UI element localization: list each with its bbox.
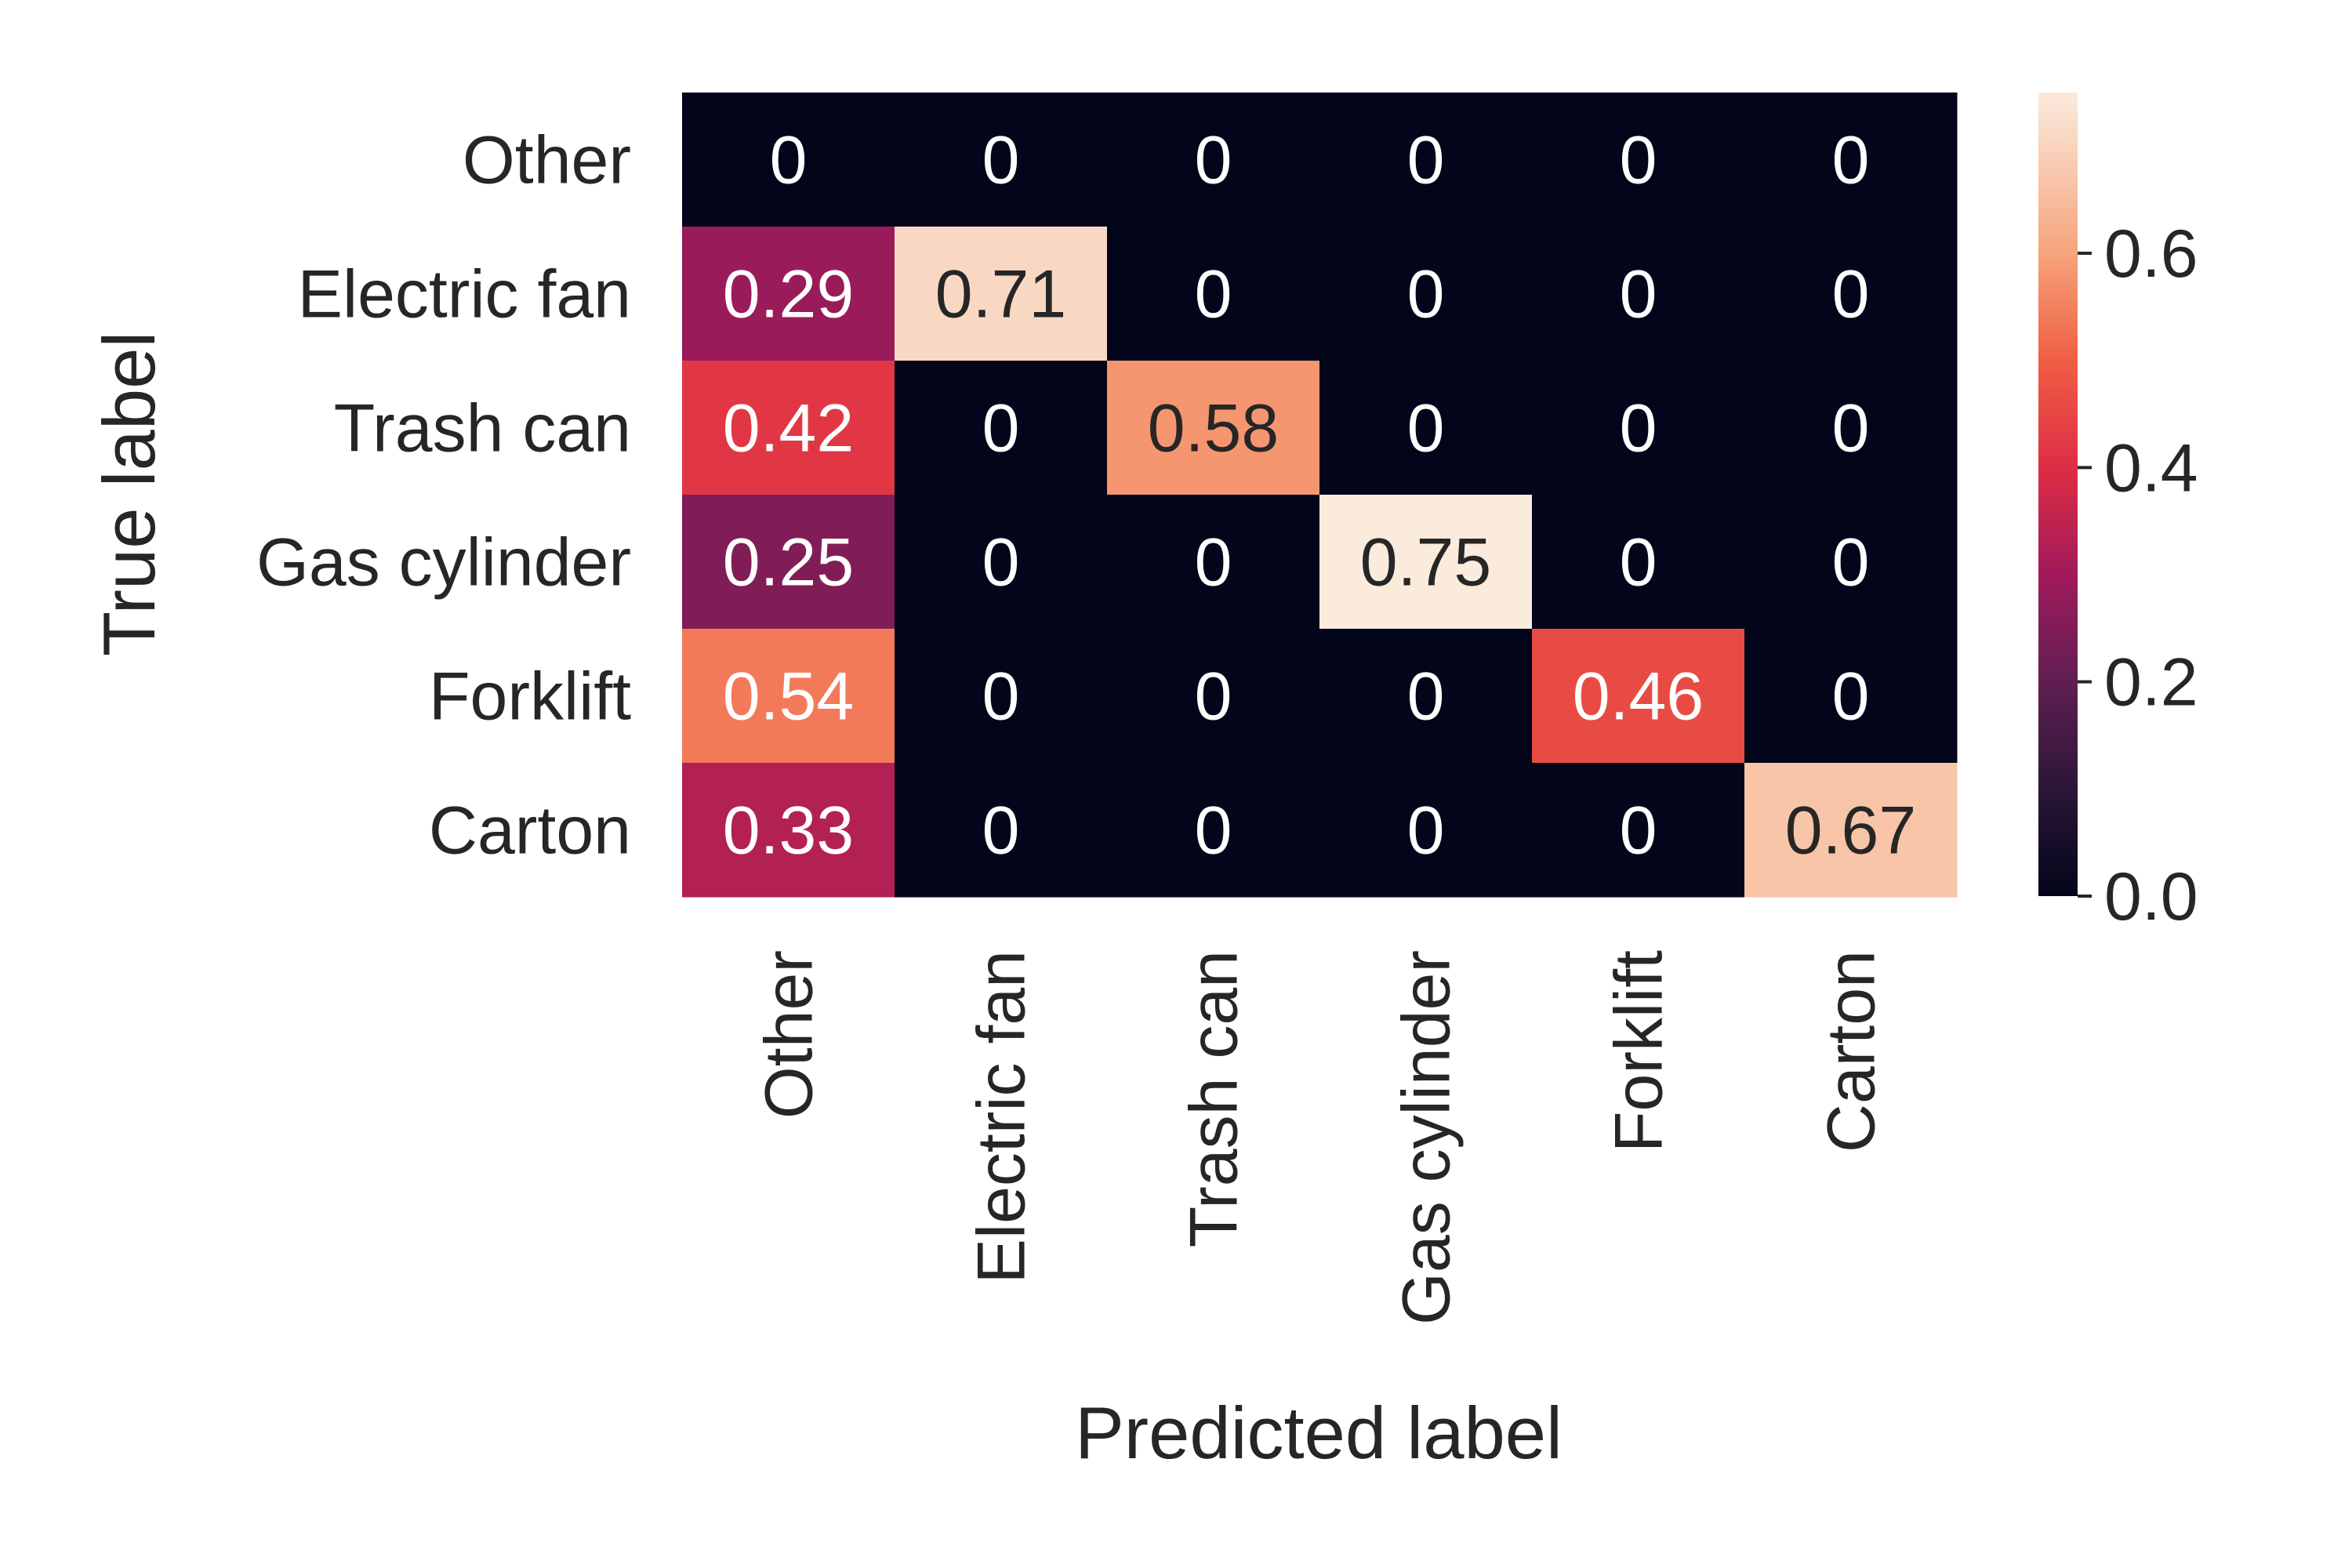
heatmap-cell-r0-c4 [1532,93,1745,227]
x-tick-label: Other [752,950,827,1119]
x-tick-label: Electric fan [964,950,1040,1283]
heatmap-cell-r2-c0 [682,361,895,495]
heatmap-cell-r1-c2 [1107,227,1320,361]
cell-value-label: 0 [1832,123,1870,198]
heatmap-cell-r2-c5 [1744,361,1958,495]
y-axis-title: True label [88,332,170,657]
cell-value-label: 0 [1832,391,1870,466]
colorbar-ticks: 0.0 0.2 0.4 0.6 [2078,216,2198,935]
cell-value-label: 0 [1832,525,1870,601]
cell-value-label: 0.67 [1785,793,1916,869]
colorbar-tick-label: 0.2 [2104,645,2198,720]
heatmap-cell-r3-c4 [1532,495,1745,630]
heatmap-cell-r4-c5 [1744,629,1958,764]
cell-value-label: 0 [1620,793,1657,869]
heatmap-cell-r2-c2 [1107,361,1320,495]
heatmap-cell-r2-c4 [1532,361,1745,495]
colorbar-tick-label: 0.0 [2104,859,2198,935]
heatmap-cell-r0-c5 [1744,93,1958,227]
cell-value-label: 0 [1407,391,1445,466]
cell-value-label: 0.46 [1573,659,1704,735]
heatmap-cell-r5-c1 [895,763,1108,898]
heatmap-cell-r3-c3 [1319,495,1533,630]
cell-value-label: 0 [1195,257,1232,332]
cell-value-label: 0.25 [723,525,854,601]
heatmap-cell-r5-c0 [682,763,895,898]
cell-value-label: 0.33 [723,793,854,869]
x-tick-label: Gas cylinder [1389,950,1465,1325]
y-tick-label: Other [463,123,631,198]
y-tick-label: Electric fan [298,257,631,332]
heatmap-cell-r5-c4 [1532,763,1745,898]
cell-value-label: 0.75 [1360,525,1491,601]
cell-value-label: 0 [1620,257,1657,332]
heatmap-cells [682,93,1958,898]
heatmap-cell-r1-c3 [1319,227,1533,361]
heatmap-cell-r4-c2 [1107,629,1320,764]
y-axis-tick-labels: Other Electric fan Trash can Gas cylinder Fo… [256,123,631,869]
heatmap-cell-labels: 0 0 0 0 0 0 0.29 0.71 0 0 0 0 0.42 0 0.58 0 0 0 0.25 0 0 0.75… [723,123,1916,869]
cell-value-label: 0 [1407,123,1445,198]
heatmap-cell-r1-c4 [1532,227,1745,361]
x-axis-tick-labels: Other Electric fan Trash can Gas cylinder Fo… [752,950,1889,1325]
y-tick-label: Gas cylinder [256,525,631,601]
colorbar [2038,93,2078,896]
cell-value-label: 0.71 [935,257,1066,332]
cell-value-label: 0 [1620,123,1657,198]
y-tick-label: Trash can [334,391,631,466]
cell-value-label: 0 [1195,123,1232,198]
x-tick-label: Trash can [1177,950,1252,1247]
cell-value-label: 0 [1832,659,1870,735]
cell-value-label: 0.54 [723,659,854,735]
cell-value-label: 0 [1195,659,1232,735]
heatmap-cell-r2-c3 [1319,361,1533,495]
y-tick-label: Forklift [429,659,631,735]
colorbar-tick-label: 0.6 [2104,216,2198,292]
heatmap-cell-r3-c5 [1744,495,1958,630]
heatmap-cell-r1-c5 [1744,227,1958,361]
cell-value-label: 0 [1195,525,1232,601]
cell-value-label: 0.42 [723,391,854,466]
cell-value-label: 0 [1620,525,1657,601]
heatmap-cell-r5-c2 [1107,763,1320,898]
heatmap-cell-r2-c1 [895,361,1108,495]
cell-value-label: 0.58 [1148,391,1279,466]
cell-value-label: 0 [1407,659,1445,735]
heatmap-cell-r3-c2 [1107,495,1320,630]
heatmap-cell-r0-c0 [682,93,895,227]
cell-value-label: 0 [770,123,808,198]
heatmap-cell-r4-c0 [682,629,895,764]
heatmap-cell-r0-c3 [1319,93,1533,227]
heatmap-cell-r5-c5 [1744,763,1958,898]
heatmap-cell-r0-c2 [1107,93,1320,227]
heatmap-cell-r4-c3 [1319,629,1533,764]
y-tick-label: Carton [429,793,631,869]
heatmap-cell-r0-c1 [895,93,1108,227]
heatmap-cell-r4-c1 [895,629,1108,764]
cell-value-label: 0 [1620,391,1657,466]
x-tick-label: Carton [1814,950,1889,1152]
heatmap-cell-r5-c3 [1319,763,1533,898]
cell-value-label: 0 [1407,257,1445,332]
heatmap-cell-r1-c1 [895,227,1108,361]
cell-value-label: 0 [1407,793,1445,869]
heatmap-cell-r4-c4 [1532,629,1745,764]
cell-value-label: 0 [1195,793,1232,869]
cell-value-label: 0 [982,123,1020,198]
cell-value-label: 0 [982,525,1020,601]
cell-value-label: 0 [982,391,1020,466]
x-tick-label: Forklift [1602,950,1677,1152]
cell-value-label: 0.29 [723,257,854,332]
colorbar-tick-label: 0.4 [2104,430,2198,506]
x-axis-title: Predicted label [1075,1392,1563,1474]
cell-value-label: 0 [1832,257,1870,332]
heatmap-cell-r3-c0 [682,495,895,630]
cell-value-label: 0 [982,659,1020,735]
heatmap-cell-r3-c1 [895,495,1108,630]
heatmap-cell-r1-c0 [682,227,895,361]
cell-value-label: 0 [982,793,1020,869]
